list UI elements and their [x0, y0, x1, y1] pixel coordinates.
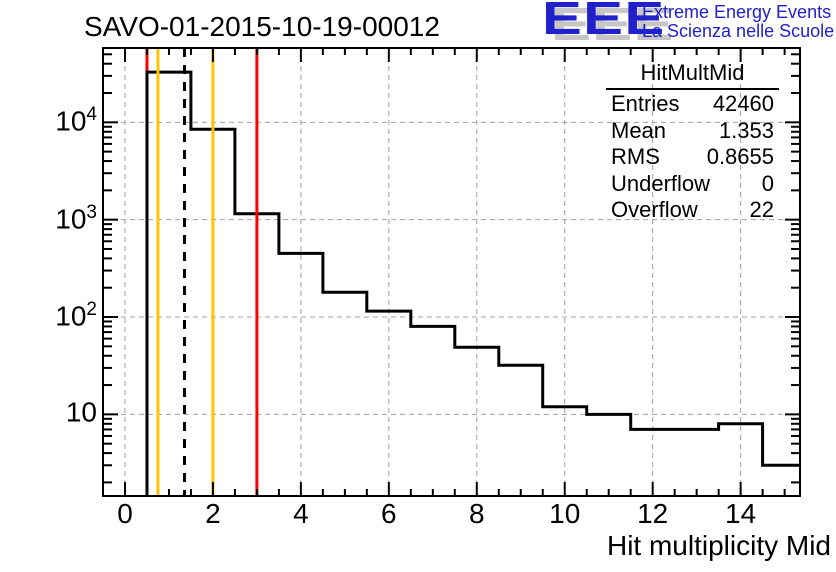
stats-value: 22 — [749, 197, 774, 222]
x-tick-label-10: 10 — [549, 498, 581, 529]
x-tick-label-0: 0 — [117, 498, 133, 529]
plot-frame — [102, 47, 801, 497]
stats-box-rows: Entries 42460 Mean 1.353 RMS 0.8655 Unde… — [606, 90, 779, 224]
x-tick-label-2: 2 — [205, 498, 221, 529]
eee-logo: EEE Extreme Energy Events La Scienza nel… — [542, 0, 836, 46]
x-tick-label-8: 8 — [468, 498, 485, 529]
stats-box: HitMultMid Entries 42460 Mean 1.353 RMS … — [606, 60, 779, 224]
stats-box-title: HitMultMid — [606, 60, 779, 90]
stats-label: Entries — [611, 91, 680, 116]
plot-title: SAVO-01-2015-10-19-00012 — [84, 11, 440, 42]
stats-label: Overflow — [611, 197, 698, 222]
stats-value: 1.353 — [718, 117, 774, 143]
eee-logo-text: Extreme Energy Events La Scienza nelle S… — [642, 3, 834, 41]
x-tick-label-6: 6 — [381, 498, 397, 529]
stats-row-mean: Mean 1.353 — [606, 118, 779, 145]
histogram-line — [145, 70, 800, 496]
stats-row-rms: RMS 0.8655 — [606, 144, 779, 171]
x-axis-title: Hit multiplicity Mid — [606, 530, 831, 561]
x-tick-label-12: 12 — [637, 498, 669, 529]
axis-ticks — [103, 48, 800, 496]
stats-value: 42460 — [712, 91, 774, 116]
y-tick-label-10e2: 102 — [55, 299, 97, 332]
stats-label: Underflow — [611, 170, 711, 196]
stats-row-entries: Entries 42460 — [606, 91, 779, 118]
stats-label: RMS — [611, 144, 660, 169]
stats-value: 0 — [761, 170, 774, 196]
y-tick-label-10e3: 103 — [55, 201, 97, 234]
histogram — [145, 70, 800, 496]
stats-label: Mean — [611, 117, 667, 143]
marker-lines-over — [156, 48, 259, 496]
stats-row-overflow: Overflow 22 — [606, 197, 779, 224]
stats-row-underflow: Underflow 0 — [606, 171, 779, 198]
y-tick-label-10e4: 104 — [55, 104, 97, 137]
eee-logo-line2: La Scienza nelle Scuole — [642, 21, 835, 41]
eee-logo-line1: Extreme Energy Events — [642, 2, 832, 22]
eee-logo-acronym: EEE — [542, 0, 666, 44]
x-tick-label-14: 14 — [725, 498, 757, 529]
stats-value: 0.8655 — [706, 144, 774, 169]
y-tick-label-10e1: 10 — [65, 397, 97, 429]
frame — [102, 47, 801, 497]
x-tick-label-4: 4 — [293, 498, 309, 529]
